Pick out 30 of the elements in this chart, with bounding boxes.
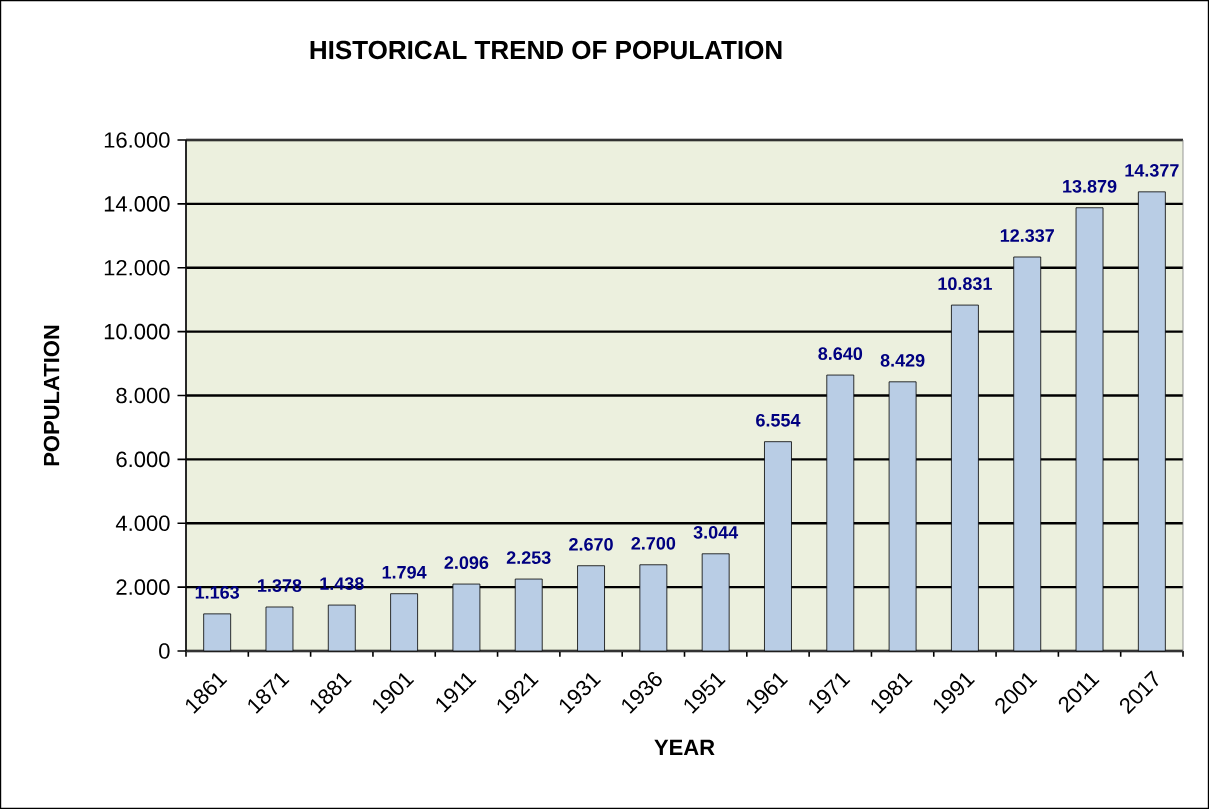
y-tick-label: 14.000 <box>104 196 170 212</box>
data-label: 14.377 <box>1125 164 1179 177</box>
data-label: 1.163 <box>195 586 240 599</box>
data-label: 8.640 <box>818 347 863 361</box>
y-tick-label: 6.000 <box>116 451 170 468</box>
data-label: 2.670 <box>569 537 613 551</box>
chart-title: HISTORICAL TREND OF POPULATION <box>310 40 782 60</box>
data-label: 12.337 <box>1000 229 1054 242</box>
data-label: 10.831 <box>938 277 992 291</box>
data-label: 13.879 <box>1063 179 1117 193</box>
y-tick-label: 0 <box>159 643 170 659</box>
data-label: 2.253 <box>506 551 551 564</box>
data-label: 2.700 <box>631 536 676 550</box>
bar <box>327 604 356 652</box>
y-tick-label: 8.000 <box>116 387 170 404</box>
x-axis-title: YEAR <box>654 739 715 755</box>
y-tick-label: 4.000 <box>115 515 170 532</box>
y-axis-title: POPULATION <box>43 325 60 466</box>
y-tick-label: 12.000 <box>104 259 170 276</box>
data-label: 2.096 <box>444 556 489 570</box>
data-label: 3.044 <box>693 525 739 539</box>
bar <box>203 613 232 652</box>
bar <box>390 593 418 652</box>
y-tick-label: 2.000 <box>116 579 170 595</box>
data-label: 8.429 <box>880 354 925 367</box>
y-tick-label: 10.000 <box>104 323 170 340</box>
bar <box>265 606 294 652</box>
data-label: 6.554 <box>756 413 801 427</box>
y-tick-label: 16.000 <box>104 132 170 148</box>
data-label: 1.794 <box>382 565 427 579</box>
